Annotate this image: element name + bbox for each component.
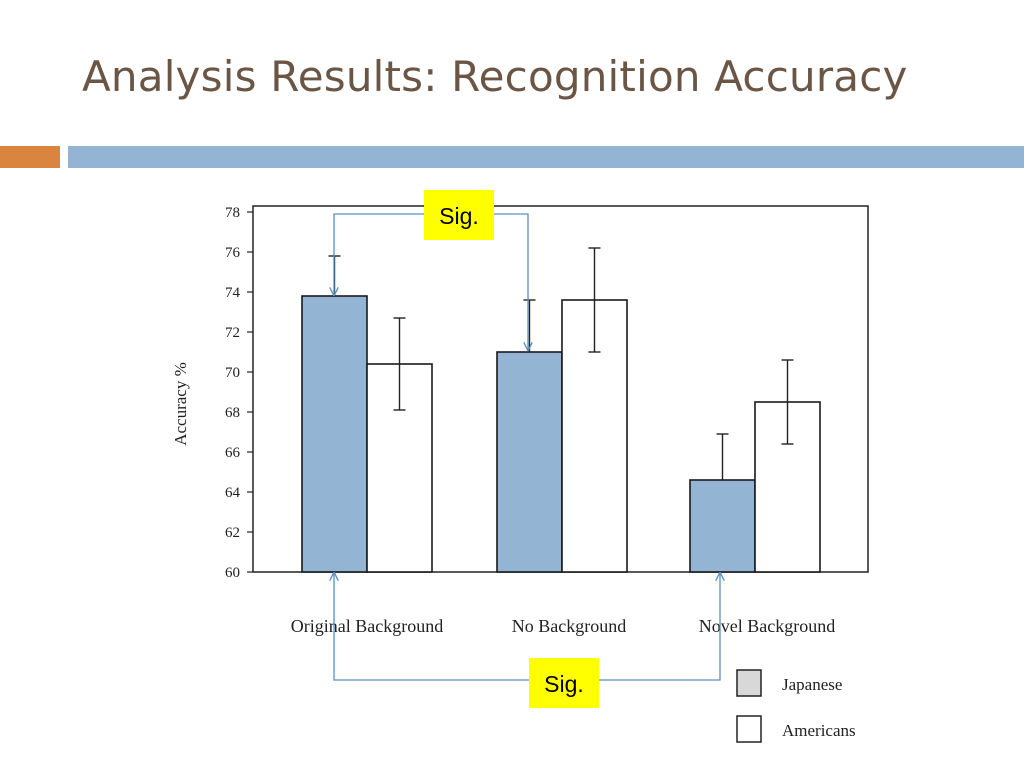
bar-japanese-1: [301, 295, 368, 573]
legend-swatch-japanese: [736, 669, 762, 697]
x-category-label: No Background: [512, 616, 626, 636]
accent-bar-left: [0, 146, 60, 168]
y-tick-label: 62: [225, 525, 240, 541]
bars: [301, 295, 821, 573]
x-category-label: Novel Background: [699, 616, 835, 636]
y-tick-label: 66: [225, 445, 241, 461]
y-tick-label: 76: [225, 245, 241, 261]
y-tick-label: 60: [225, 565, 240, 581]
y-tick-label: 78: [225, 205, 240, 221]
x-category-label: Original Background: [291, 616, 443, 636]
y-axis-label: Accuracy %: [171, 362, 190, 446]
y-tick-label: 70: [225, 365, 240, 381]
y-tick-label: 64: [225, 485, 241, 501]
y-tick-label: 72: [225, 325, 240, 341]
sig-connector-bottom: [334, 573, 720, 681]
y-axis: 60 62 64 66 68 70 72 74 76 78: [225, 205, 253, 581]
significance-annotations: Sig. Sig.: [334, 190, 720, 708]
sig-label: Sig.: [544, 671, 584, 697]
sig-label-box: [424, 190, 494, 240]
slide-title: Analysis Results: Recognition Accuracy: [82, 52, 908, 101]
legend-label: Japanese: [782, 675, 842, 694]
legend-swatch-americans: [736, 715, 762, 743]
sig-label-box: [529, 658, 599, 708]
bar-japanese-2: [496, 351, 563, 573]
x-axis-labels: Original Background No Background Novel Ba…: [291, 616, 835, 636]
legend-label: Americans: [782, 721, 856, 740]
accent-bar-right: [68, 146, 1024, 168]
sig-label: Sig.: [439, 203, 479, 229]
y-tick-label: 74: [225, 285, 241, 301]
legend: Japanese Americans: [736, 669, 856, 743]
y-tick-label: 68: [225, 405, 240, 421]
bar-japanese-3: [689, 479, 756, 573]
